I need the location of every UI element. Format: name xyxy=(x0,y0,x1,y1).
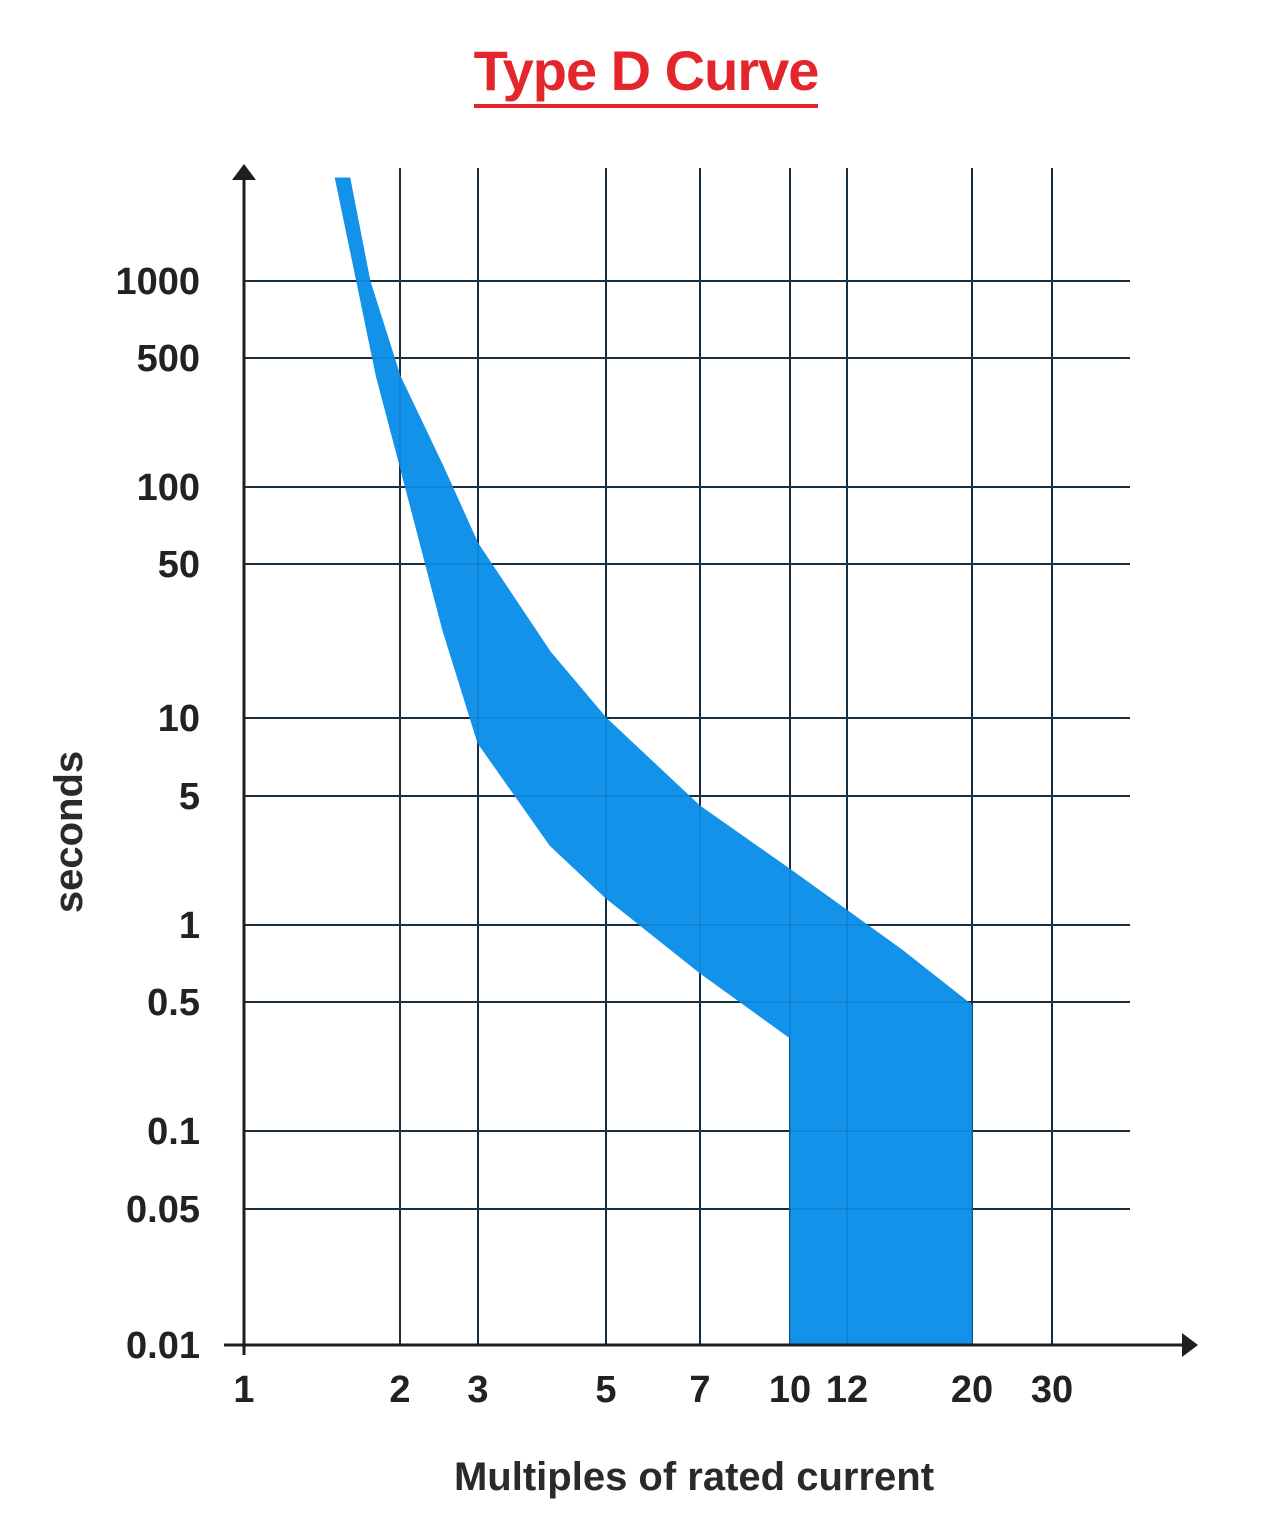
x-tick-label: 1 xyxy=(233,1369,254,1411)
y-tick-label: 100 xyxy=(137,467,200,509)
x-tick-label: 2 xyxy=(389,1369,410,1411)
x-tick-label: 3 xyxy=(467,1369,488,1411)
y-tick-label: 0.01 xyxy=(126,1325,200,1367)
y-tick-label: 0.05 xyxy=(126,1189,200,1231)
x-tick-label: 12 xyxy=(826,1369,868,1411)
y-tick-label: 0.5 xyxy=(147,982,200,1024)
y-tick-label: 10 xyxy=(158,698,200,740)
y-tick-label: 500 xyxy=(137,338,200,380)
x-axis-title: Multiples of rated current xyxy=(454,1455,934,1499)
x-tick-label: 10 xyxy=(769,1369,811,1411)
x-tick-label: 30 xyxy=(1031,1369,1073,1411)
y-tick-label: 0.1 xyxy=(147,1111,200,1153)
x-axis-arrow-icon xyxy=(1182,1333,1198,1357)
y-axis-title: seconds xyxy=(47,751,91,913)
x-tick-label: 5 xyxy=(595,1369,616,1411)
y-tick-label: 50 xyxy=(158,544,200,586)
chart-title: Type D Curve xyxy=(0,38,1280,108)
y-axis-arrow-icon xyxy=(232,164,256,180)
trip-band-area xyxy=(334,177,973,1346)
y-tick-label: 1 xyxy=(179,905,200,947)
x-tick-label: 20 xyxy=(951,1369,993,1411)
x-tick-labels: 1 2 3 5 7 10 12 20 30 xyxy=(233,1369,1073,1411)
y-tick-label: 1000 xyxy=(115,261,200,303)
y-tick-label: 5 xyxy=(179,776,200,818)
axes xyxy=(224,164,1198,1357)
y-tick-labels: 0.01 0.05 0.1 0.5 1 5 10 50 100 500 1000 xyxy=(115,261,200,1367)
chart-title-text: Type D Curve xyxy=(473,40,819,108)
x-tick-label: 7 xyxy=(689,1369,710,1411)
band-grid-overlay xyxy=(244,168,1130,1345)
trip-band xyxy=(244,168,1130,1346)
